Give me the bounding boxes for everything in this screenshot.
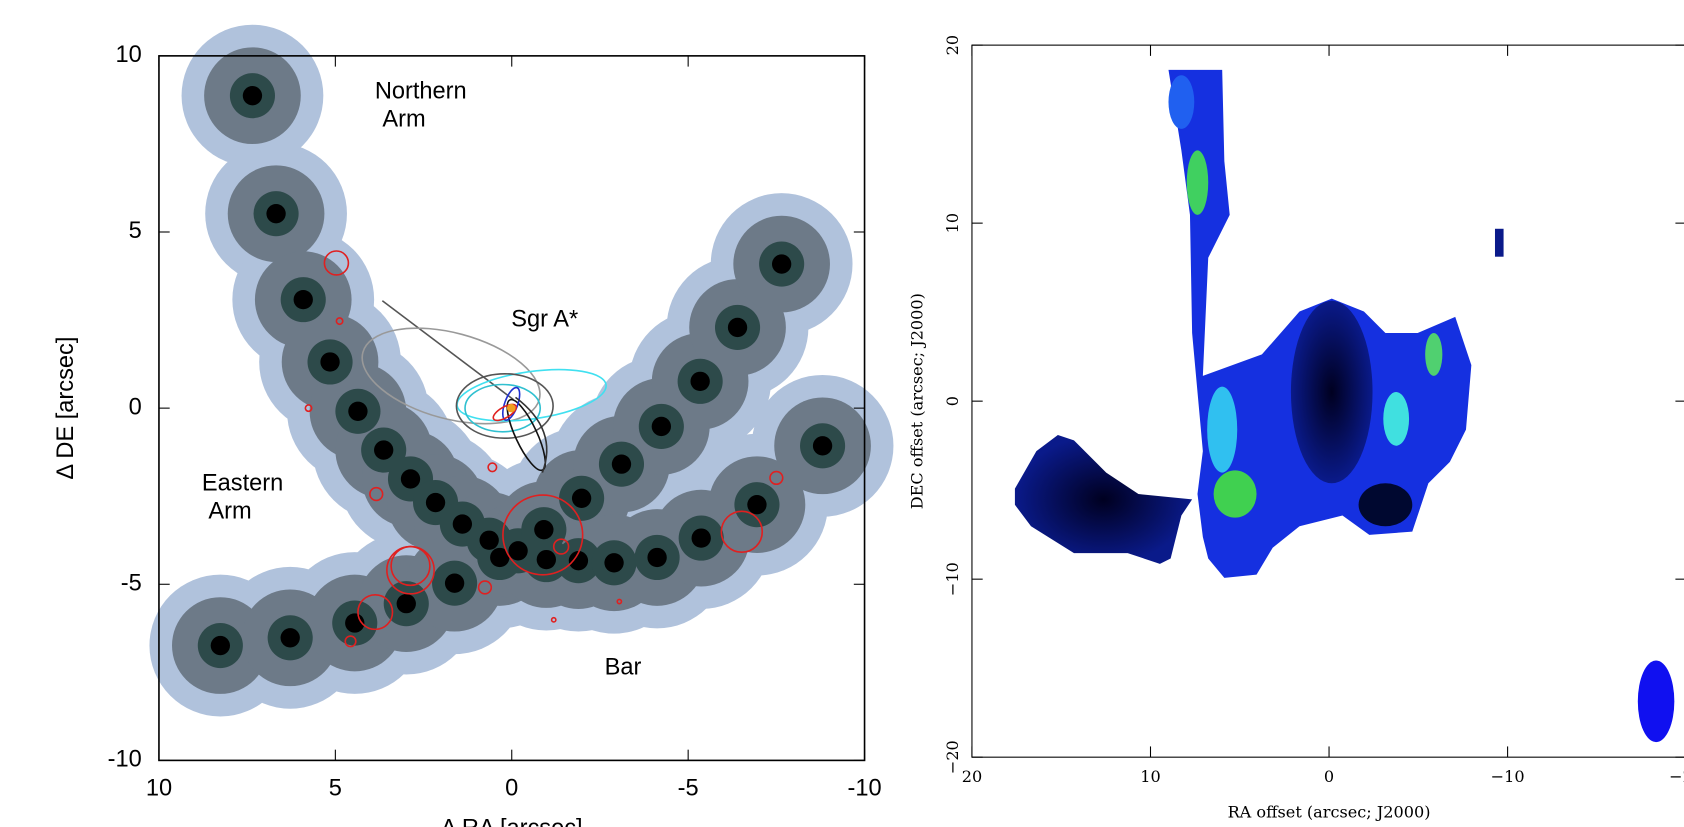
annotation: Eastern: [202, 471, 283, 497]
y-axis-title: Δ DE [arcsec]: [53, 337, 79, 480]
y-tick-label: 0: [943, 396, 962, 406]
red-circle: [344, 635, 357, 648]
arm-point: [444, 573, 465, 593]
arm-point: [479, 530, 499, 550]
x-tick-label: 10: [1140, 767, 1160, 786]
arm-point: [812, 436, 833, 456]
y-tick-label: -10: [108, 747, 142, 773]
arm-point: [611, 454, 632, 474]
red-circle: [502, 494, 584, 576]
red-circle: [357, 593, 394, 631]
arm-point: [400, 469, 421, 489]
arm-point: [280, 628, 300, 648]
arm-point: [727, 317, 748, 338]
arm-point: [293, 289, 313, 310]
arm-point: [568, 550, 589, 571]
arm-point: [425, 492, 446, 513]
x-tick-label: 0: [505, 776, 518, 802]
y-tick-label: −10: [943, 562, 962, 596]
arm-point: [374, 440, 394, 460]
red-circle: [304, 404, 313, 413]
y-tick-label: 0: [129, 394, 142, 420]
arm-point: [747, 494, 767, 515]
annotation: Arm: [382, 107, 425, 133]
arm-halos: [149, 24, 894, 717]
x-axis-title: RA offset (arcsec; J2000): [1228, 803, 1431, 822]
x-tick-label: 5: [329, 776, 342, 802]
y-axis-title: DEC offset (arcsec; J2000): [908, 293, 927, 509]
x-tick-label: −10: [1491, 767, 1525, 786]
arm-point: [771, 254, 792, 274]
arm-point: [691, 528, 711, 548]
x-tick-label: 20: [962, 767, 982, 786]
y-tick-label: −20: [943, 740, 962, 774]
intensity-map: [1014, 69, 1675, 743]
y-tick-label: 10: [943, 213, 962, 233]
arm-point: [604, 553, 624, 573]
annotation: Sgr A*: [511, 306, 578, 332]
y-tick-label: 20: [943, 35, 962, 55]
arm-point: [210, 635, 231, 656]
red-circle: [335, 317, 344, 326]
arm-point: [534, 519, 554, 540]
arm-point: [396, 593, 416, 614]
red-circle: [552, 538, 570, 555]
arm-point: [452, 514, 473, 534]
arm-point: [266, 204, 286, 224]
red-circle: [369, 486, 384, 502]
annotation: Arm: [208, 499, 251, 525]
orbits: [361, 300, 607, 473]
x-tick-label: 0: [1324, 767, 1334, 786]
arm-point: [690, 371, 710, 392]
red-circle: [550, 616, 557, 623]
arm-point: [571, 488, 592, 508]
annotation: Northern: [375, 79, 467, 105]
arm-point: [536, 549, 556, 570]
arm-point: [242, 86, 263, 106]
x-tick-label: 10: [146, 776, 172, 802]
x-tick-label: −20: [1669, 767, 1684, 786]
arm-point: [508, 541, 528, 561]
red-circle: [323, 250, 350, 276]
red-circle: [477, 580, 493, 595]
red-circle: [720, 510, 764, 554]
y-tick-label: 10: [115, 42, 141, 68]
arm-point: [651, 416, 672, 437]
x-tick-label: -5: [678, 776, 699, 802]
x-tick-label: -10: [847, 776, 881, 802]
red-circles: [304, 250, 784, 648]
red-circle: [487, 462, 498, 473]
y-tick-label: 5: [129, 218, 142, 244]
x-axis-title: Δ RA [arcsec]: [441, 815, 583, 827]
red-circle: [386, 545, 435, 595]
arm-point: [320, 352, 340, 372]
arm-point: [348, 401, 368, 421]
red-circle: [616, 598, 623, 605]
annotation: Bar: [605, 654, 642, 680]
y-tick-label: -5: [121, 570, 142, 596]
arm-point: [490, 547, 510, 568]
red-circle: [769, 470, 784, 486]
arm-point: [647, 547, 667, 568]
